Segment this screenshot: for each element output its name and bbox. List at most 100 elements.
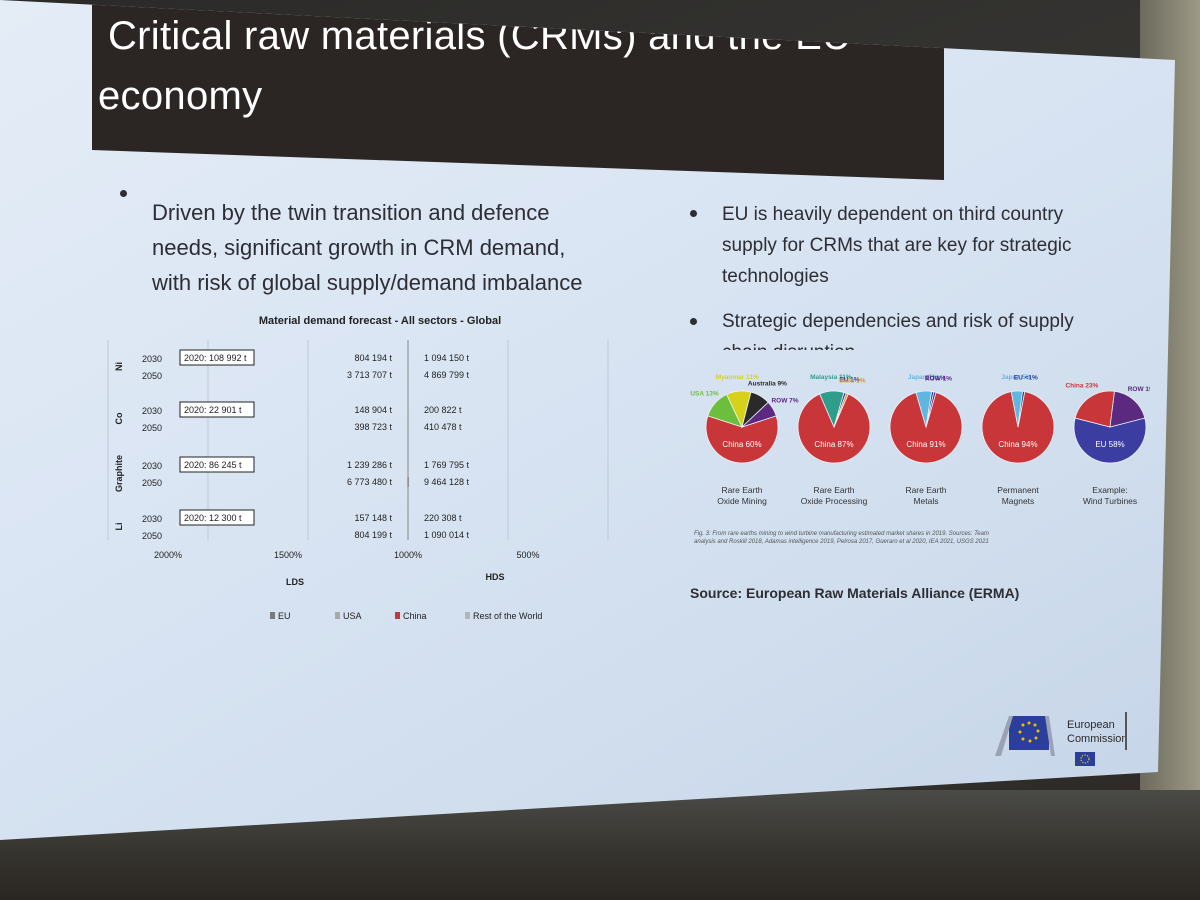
hds-value: 4 869 799 t [424,370,470,380]
pie-slice-label: ROW 7% [771,398,798,405]
x-tick-label: 1000% [394,550,422,560]
pie-slice-label: ROW 19% [1128,386,1150,393]
bullet-marker [690,318,697,325]
legend-swatch [395,612,400,619]
pie-title: Magnets [1002,496,1035,506]
legend-swatch [270,612,275,619]
pie-slice-label: Japan 5% [1001,374,1031,381]
material-label: Co [114,412,124,424]
chart-title: Material demand forecast - All sectors -… [259,315,501,327]
lds-value: 804 194 t [354,353,392,363]
pie-slice [833,392,849,428]
ec-building-icon [995,716,1055,756]
year-label: 2050 [142,531,162,541]
x-tick-label: 1500% [274,550,302,560]
pie-slice-label: Myanmar 11% [716,374,759,381]
pie-slice [981,391,1055,464]
pie-slice-label: EU 1% [925,375,945,382]
pie-slice-label: China 91% [906,440,945,449]
pie-slice [1073,417,1147,464]
pie-title: Rare Earth [721,485,762,495]
left-bullet-line3: with risk of global supply/demand imbala… [152,270,583,295]
right-bullet2-line2: chain disruption [722,338,855,350]
base-box [179,349,255,366]
base-label: 2020: 86 245 t [184,460,242,470]
pie-slice [1074,390,1115,428]
hds-value: 200 822 t [424,405,462,415]
base-box [179,509,255,526]
right-bullet2-line1: Strategic dependencies and risk of suppl… [722,311,1074,332]
right-bullet1-line1: EU is heavily dependent on third country [722,204,1064,225]
pie-slice-label: Malaysia 11% [810,374,852,381]
pie-slice-label: China 60% [722,440,761,449]
title-bar: Critical raw materials (CRMs) and the EU… [92,0,944,180]
pie-title: Oxide Processing [801,496,868,506]
year-label: 2050 [142,478,162,488]
pie-title: Wind Turbines [1083,496,1137,506]
year-label: 2030 [142,461,162,471]
legend-label: China [403,611,427,621]
year-label: 2050 [142,423,162,433]
pie-slice [925,391,937,428]
pie-slice-label: China 94% [998,440,1037,449]
pie-title: Example: [1092,485,1127,495]
eu-flag-icon [1075,752,1095,766]
pie-slice-label: USA 13% [690,390,719,397]
x-label-lds: LDS [286,577,304,587]
slide-title-line1: Critical raw materials (CRMs) and the EU [108,14,852,58]
pie-slice-label: ROW 1% [925,376,952,383]
pie-slice-label: Japan 7% [908,374,938,381]
hds-value: 1 769 795 t [424,460,470,470]
x-label-hds: HDS [485,572,504,582]
right-bullet1-line2: supply for CRMs that are key for strateg… [722,235,1072,256]
pie-title: Rare Earth [905,485,946,495]
supply-share-pies: China 60% USA 13% Myanmar 11%Australia 9% R… [690,374,1150,506]
material-label: Graphite [114,455,124,492]
ec-logo-line1: European [1067,719,1115,731]
bullet-marker [690,210,697,217]
base-label: 2020: 12 300 t [184,513,242,523]
x-tick-label: 500% [516,550,539,560]
slide-title-line2: economy [98,74,263,118]
lds-value: 3 713 707 t [347,370,393,380]
pie-title: Metals [913,496,938,506]
hds-value: 1 090 014 t [424,530,470,540]
ec-logo: European Commission [995,712,1135,772]
hds-value: 1 094 150 t [424,353,470,363]
year-label: 2050 [142,371,162,381]
hds-value: 220 308 t [424,513,462,523]
material-demand-chart: Material demand forecast - All sectors -… [107,315,609,621]
logo-divider [1125,712,1127,750]
pie-slice-label: China 87% [814,440,853,449]
year-label: 2030 [142,406,162,416]
year-label: 2030 [142,514,162,524]
pie-slice-label: India 1% [839,377,866,384]
lds-value: 804 199 t [354,530,392,540]
pie-slice [1109,390,1146,428]
legend-label: EU [278,611,291,621]
left-bullet-line1: Driven by the twin transition and defenc… [152,200,550,225]
pie-title: Oxide Mining [717,496,767,506]
left-bullet-line2: needs, significant growth in CRM demand, [152,235,566,260]
lds-value: 148 904 t [354,405,392,415]
legend-swatch [335,612,340,619]
pie-slice [1017,390,1026,428]
base-label: 2020: 108 992 t [184,353,247,363]
hds-value: 9 464 128 t [424,477,470,487]
year-label: 2030 [142,354,162,364]
lds-value: 398 723 t [354,422,392,432]
base-label: 2020: 22 901 t [184,405,242,415]
lds-value: 6 773 480 t [347,477,393,487]
legend-label: Rest of the World [473,611,542,621]
pie-slice-label: EU 58% [1095,440,1124,449]
legend-label: USA [343,611,362,621]
legend-swatch [465,612,470,619]
pie-title: Rare Earth [813,485,854,495]
pie-slice [889,391,963,464]
lds-value: 157 148 t [354,513,392,523]
pie-slice [797,393,871,464]
right-bullet2-clip: chain disruption [718,336,948,350]
base-box [179,456,255,473]
